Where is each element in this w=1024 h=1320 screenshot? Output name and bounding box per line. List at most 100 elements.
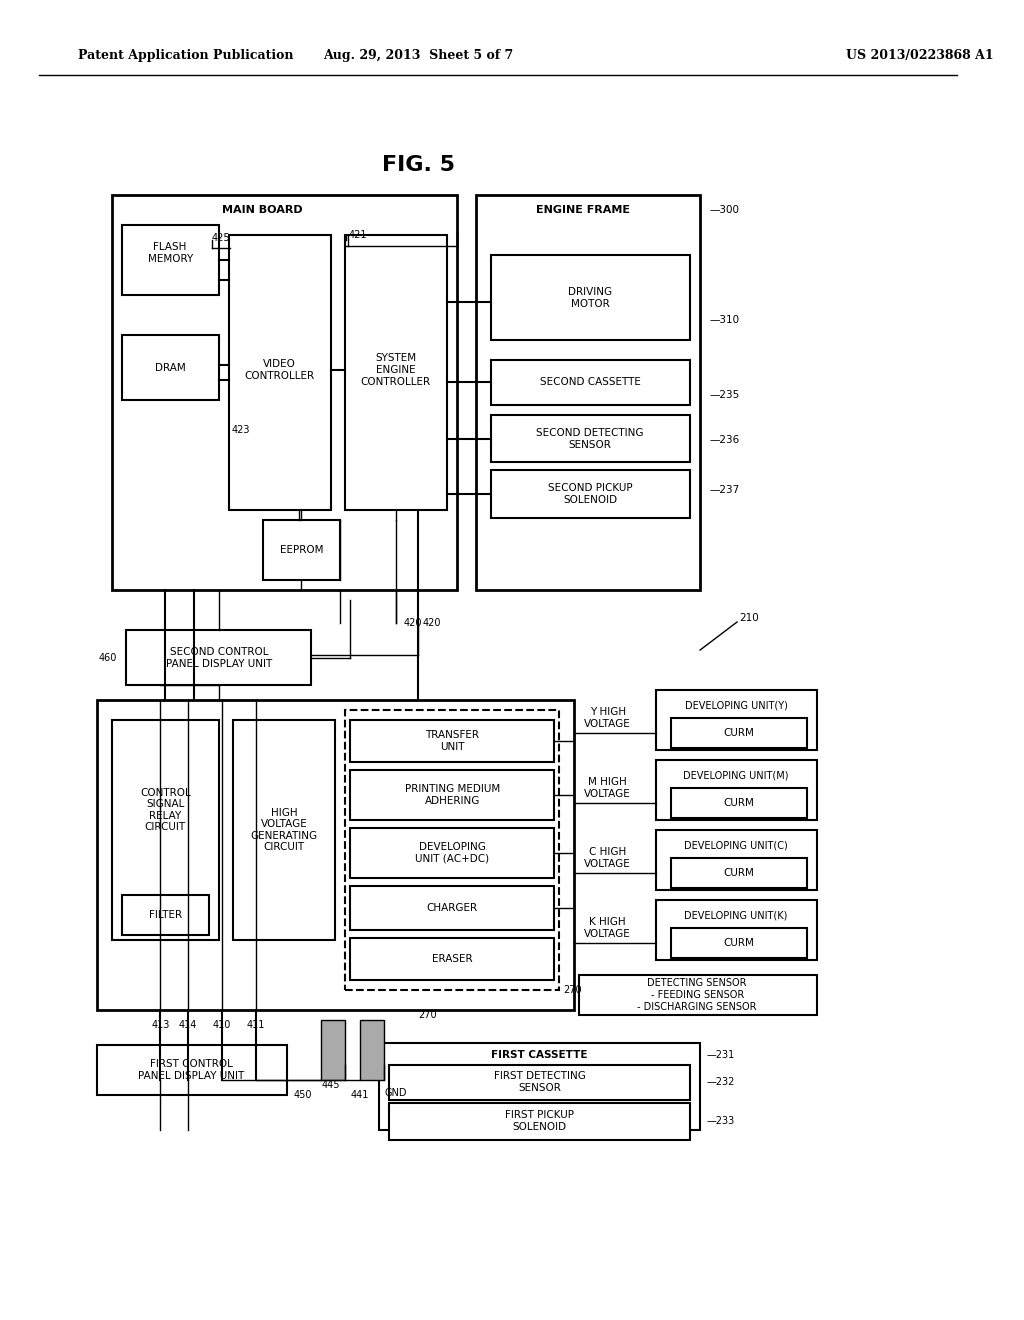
Text: 414: 414	[178, 1020, 197, 1030]
Bar	[389, 1065, 690, 1100]
Text: CURM: CURM	[724, 869, 755, 878]
Text: —235: —235	[710, 389, 740, 400]
Text: FIRST PICKUP
SOLENOID: FIRST PICKUP SOLENOID	[505, 1110, 574, 1131]
Text: MAIN BOARD: MAIN BOARD	[222, 205, 303, 215]
Text: ERASER: ERASER	[432, 954, 472, 964]
Text: FIRST DETECTING
SENSOR: FIRST DETECTING SENSOR	[494, 1072, 586, 1093]
Bar	[656, 690, 817, 750]
Bar	[492, 414, 690, 462]
Bar	[492, 255, 690, 341]
Bar	[656, 760, 817, 820]
Text: SECOND DETECTING
SENSOR: SECOND DETECTING SENSOR	[537, 428, 644, 450]
Text: 270: 270	[563, 985, 582, 995]
Text: CONTROL
SIGNAL
RELAY
CIRCUIT: CONTROL SIGNAL RELAY CIRCUIT	[140, 788, 190, 833]
Text: 421: 421	[348, 230, 367, 240]
Bar	[262, 520, 340, 579]
Text: US 2013/0223868 A1: US 2013/0223868 A1	[846, 49, 993, 62]
Text: FIRST CONTROL
PANEL DISPLAY UNIT: FIRST CONTROL PANEL DISPLAY UNIT	[138, 1059, 245, 1081]
Bar	[476, 195, 700, 590]
Text: 441: 441	[350, 1090, 369, 1100]
Text: HIGH
VOLTAGE
GENERATING
CIRCUIT: HIGH VOLTAGE GENERATING CIRCUIT	[251, 808, 317, 853]
Text: CHARGER: CHARGER	[427, 903, 478, 913]
Bar	[350, 939, 554, 979]
Text: —236: —236	[710, 436, 740, 445]
Bar	[97, 1045, 287, 1096]
Bar	[350, 770, 554, 820]
Text: FLASH
MEMORY: FLASH MEMORY	[147, 242, 193, 264]
Bar	[112, 719, 219, 940]
Text: DEVELOPING UNIT(M): DEVELOPING UNIT(M)	[683, 770, 788, 780]
Text: DRIVING
MOTOR: DRIVING MOTOR	[568, 288, 612, 309]
Bar	[671, 928, 807, 958]
Text: SECOND PICKUP
SOLENOID: SECOND PICKUP SOLENOID	[548, 483, 633, 504]
Text: SECOND CONTROL
PANEL DISPLAY UNIT: SECOND CONTROL PANEL DISPLAY UNIT	[166, 647, 272, 669]
Text: DETECTING SENSOR
- FEEDING SENSOR
- DISCHARGING SENSOR: DETECTING SENSOR - FEEDING SENSOR - DISC…	[638, 978, 757, 1011]
Text: —310: —310	[710, 315, 740, 325]
Text: CURM: CURM	[724, 729, 755, 738]
Text: Aug. 29, 2013  Sheet 5 of 7: Aug. 29, 2013 Sheet 5 of 7	[323, 49, 513, 62]
Text: PRINTING MEDIUM
ADHERING: PRINTING MEDIUM ADHERING	[404, 784, 500, 805]
Text: DEVELOPING
UNIT (AC+DC): DEVELOPING UNIT (AC+DC)	[415, 842, 489, 863]
Bar	[321, 1020, 345, 1080]
Bar	[350, 719, 554, 762]
Text: DEVELOPING UNIT(Y): DEVELOPING UNIT(Y)	[685, 700, 787, 710]
Bar	[126, 630, 311, 685]
Bar	[671, 858, 807, 888]
Text: TRANSFER
UNIT: TRANSFER UNIT	[425, 730, 479, 752]
Bar	[345, 235, 447, 510]
Text: GND: GND	[384, 1088, 407, 1098]
Text: 425: 425	[212, 234, 230, 243]
Bar	[492, 360, 690, 405]
Text: 423: 423	[231, 425, 250, 436]
Text: —233: —233	[707, 1115, 735, 1126]
Text: 270: 270	[418, 1010, 437, 1020]
Text: ENGINE FRAME: ENGINE FRAME	[537, 205, 631, 215]
Bar	[122, 335, 219, 400]
Text: VIDEO
CONTROLLER: VIDEO CONTROLLER	[244, 359, 314, 380]
Bar	[579, 975, 817, 1015]
Text: 450: 450	[294, 1090, 312, 1100]
Text: C HIGH
VOLTAGE: C HIGH VOLTAGE	[585, 847, 631, 869]
Bar	[112, 195, 457, 590]
Text: Patent Application Publication: Patent Application Publication	[78, 49, 293, 62]
Text: SECOND CASSETTE: SECOND CASSETTE	[540, 378, 641, 387]
Text: —232: —232	[707, 1077, 735, 1086]
Text: Y HIGH
VOLTAGE: Y HIGH VOLTAGE	[585, 708, 631, 729]
Bar	[359, 1020, 384, 1080]
Text: —231: —231	[707, 1049, 735, 1060]
Text: CURM: CURM	[724, 799, 755, 808]
Bar	[350, 886, 554, 931]
Bar	[122, 895, 209, 935]
Text: 420: 420	[423, 618, 441, 628]
Text: 445: 445	[322, 1080, 340, 1090]
Bar	[345, 710, 559, 990]
Bar	[671, 718, 807, 748]
Bar	[228, 235, 331, 510]
Text: 210: 210	[739, 612, 759, 623]
Text: DEVELOPING UNIT(C): DEVELOPING UNIT(C)	[684, 840, 788, 850]
Text: 413: 413	[152, 1020, 170, 1030]
Text: 411: 411	[247, 1020, 265, 1030]
Text: 460: 460	[98, 653, 117, 663]
Text: CURM: CURM	[724, 939, 755, 948]
Bar	[97, 700, 573, 1010]
Bar	[656, 830, 817, 890]
Bar	[656, 900, 817, 960]
Bar	[122, 224, 219, 294]
Text: —237: —237	[710, 484, 740, 495]
Text: DEVELOPING UNIT(K): DEVELOPING UNIT(K)	[684, 909, 787, 920]
Text: FIRST CASSETTE: FIRST CASSETTE	[492, 1049, 588, 1060]
Text: DRAM: DRAM	[155, 363, 185, 374]
Bar	[671, 788, 807, 818]
Text: M HIGH
VOLTAGE: M HIGH VOLTAGE	[585, 777, 631, 799]
Text: 420: 420	[403, 618, 422, 628]
Text: FIG. 5: FIG. 5	[382, 154, 455, 176]
Text: SYSTEM
ENGINE
CONTROLLER: SYSTEM ENGINE CONTROLLER	[360, 354, 431, 387]
Text: EEPROM: EEPROM	[280, 545, 324, 554]
Text: K HIGH
VOLTAGE: K HIGH VOLTAGE	[585, 917, 631, 939]
Bar	[389, 1104, 690, 1140]
Text: FILTER: FILTER	[148, 909, 182, 920]
Bar	[379, 1043, 700, 1130]
Text: 410: 410	[213, 1020, 230, 1030]
Bar	[233, 719, 336, 940]
